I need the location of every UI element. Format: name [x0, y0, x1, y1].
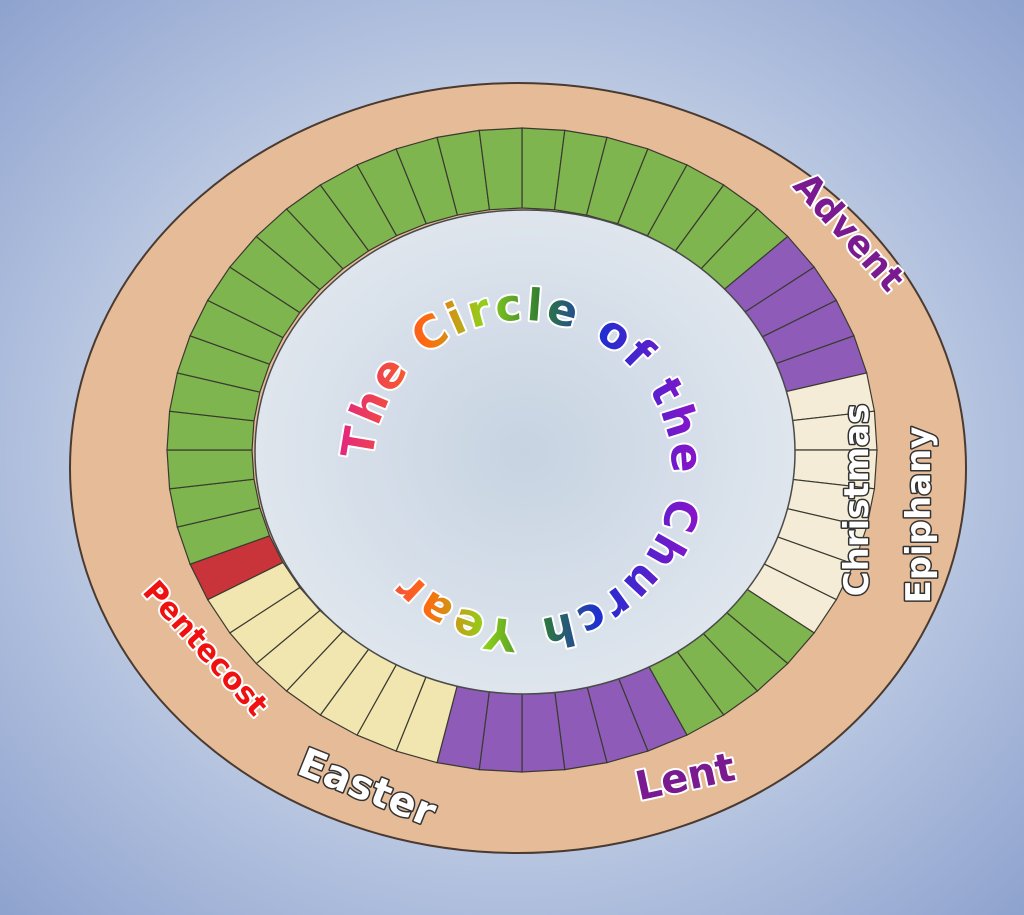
epiphany-label: Epiphany	[899, 426, 939, 603]
week-segments	[166, 127, 878, 773]
week-segment	[478, 127, 523, 211]
inner-circle	[254, 209, 796, 695]
christmas-label: Christmas	[837, 404, 877, 597]
